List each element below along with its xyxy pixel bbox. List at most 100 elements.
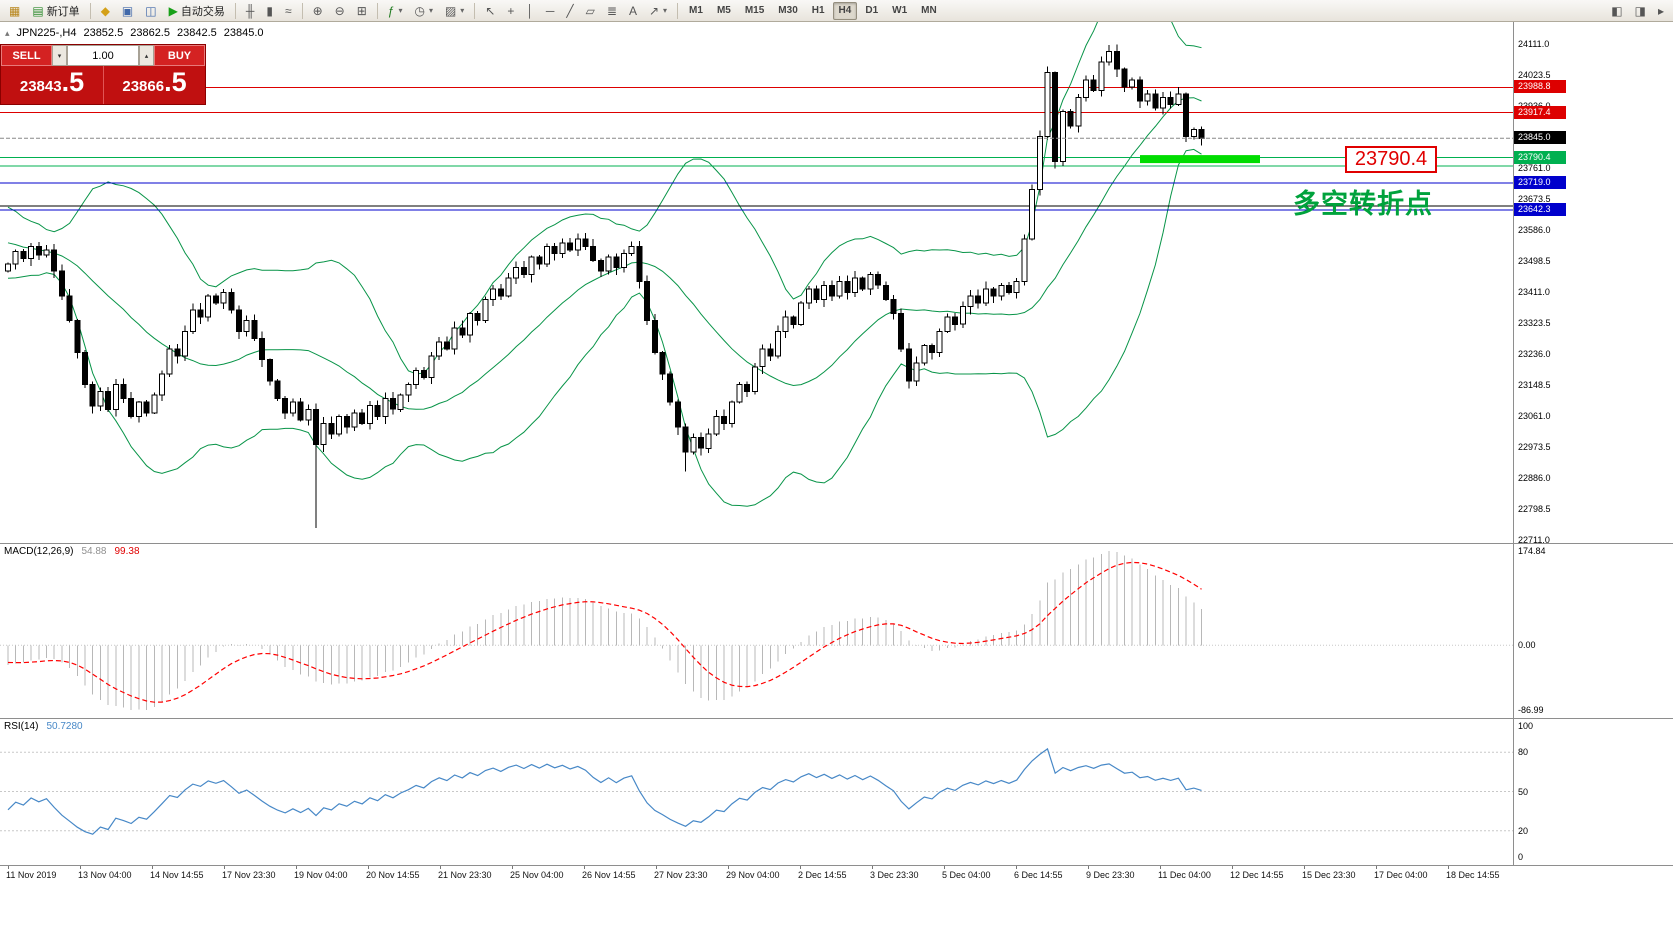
channel-tool-button[interactable]: ▱ (581, 2, 600, 20)
indicators-button[interactable]: ƒ ▾ (383, 2, 408, 20)
volume-input[interactable] (67, 45, 139, 66)
toolbar: ▦ ▤ 新订单 ◆ ▣ ◫ ▶ 自动交易 ╫ ▮ ≈ ⊕ ⊖ ⊞ ƒ ▾ ◷ ▾ ▨ ▾ ↖ + │ ─ ╱ ▱ ≣ A ↗ ▾ M1 M5… (0, 0, 1673, 22)
ohlc-open: 23852.5 (83, 27, 124, 39)
toolbar-separator (234, 2, 236, 19)
dock-right-icon[interactable]: ◨ (1630, 2, 1651, 20)
sell-price-display[interactable]: 23843.5 (1, 66, 103, 104)
timeframe-toolbar: M1 M5 M15 M30 H1 H4 D1 W1 MN (682, 0, 1605, 21)
timeframe-m5-button[interactable]: M5 (716, 5, 731, 16)
toolbar-separator (474, 2, 476, 19)
buy-price-display[interactable]: 23866.5 (103, 66, 205, 104)
rsi-axis-label: 0 (1518, 852, 1524, 862)
dock-left-icon-glyph: ◧ (1611, 3, 1623, 18)
time-axis-tick (872, 865, 873, 869)
zoom-in-button[interactable]: ⊕ (308, 2, 328, 20)
macd-signal-value: 99.38 (114, 546, 140, 557)
horizontal-line-tool-button[interactable]: ─ (541, 2, 560, 20)
time-axis-label: 21 Nov 23:30 (438, 870, 492, 880)
timeframe-h4-button[interactable]: H4 (832, 1, 858, 20)
text-tool-button[interactable]: A (624, 2, 642, 20)
bar-chart-type-button[interactable]: ╫ (241, 2, 260, 20)
timeframe-m30-button[interactable]: M30 (778, 5, 798, 16)
arrows-tool-button[interactable]: ↗ ▾ (644, 2, 672, 20)
indicators-button-glyph: ƒ (387, 3, 395, 18)
price-tag: 23845.0 (1514, 131, 1566, 144)
navigator-icon[interactable]: ◫ (140, 2, 161, 20)
autotrading-button[interactable]: ▶ 自动交易 (164, 2, 230, 20)
periods-button[interactable]: ◷ ▾ (409, 2, 438, 20)
price-annotation-box[interactable]: 23790.4 (1345, 146, 1437, 173)
support-zone-highlight[interactable] (1140, 155, 1260, 164)
menu-more-icon[interactable]: ▸ (1653, 2, 1669, 20)
rsi-indicator-plot[interactable] (0, 718, 1513, 865)
line-chart-type-button[interactable]: ≈ (280, 2, 297, 20)
crosshair-tool-button[interactable]: + (502, 2, 519, 20)
trendline-tool-button-glyph: ╱ (566, 3, 574, 18)
price-axis-label: 23148.5 (1518, 380, 1551, 390)
market-watch-icon[interactable]: ◆ (96, 2, 115, 20)
vertical-line-tool-button[interactable]: │ (521, 2, 539, 20)
new-order-button[interactable]: ▤ 新订单 (27, 2, 84, 20)
time-axis-label: 14 Nov 14:55 (150, 870, 204, 880)
price-axis-label: 24111.0 (1518, 39, 1550, 49)
sell-button[interactable]: SELL (1, 45, 52, 66)
timeframe-m15-button[interactable]: M15 (744, 5, 765, 16)
rsi-header: RSI(14) 50.7280 (4, 721, 83, 732)
price-tag: 23790.4 (1514, 151, 1566, 164)
main-chart-plot[interactable] (0, 22, 1513, 543)
toolbar-separator (376, 2, 378, 19)
macd-panel-separator[interactable] (0, 543, 1673, 544)
sell-price-fraction: .5 (61, 67, 85, 97)
chart-window-icon[interactable]: ▦ (4, 2, 25, 20)
buy-button[interactable]: BUY (154, 45, 205, 66)
market-watch-icon-glyph: ◆ (100, 3, 110, 18)
trendline-tool-button[interactable]: ╱ (561, 2, 578, 20)
horizontal-lines-layer (0, 86, 1513, 211)
price-axis-label: 24023.5 (1518, 70, 1551, 80)
time-axis-tick (80, 865, 81, 869)
price-axis-label: 22886.0 (1518, 473, 1551, 483)
time-axis-label: 18 Dec 14:55 (1446, 870, 1500, 880)
macd-axis-zero-label: 0.00 (1518, 640, 1536, 650)
time-axis-tick (1448, 865, 1449, 869)
data-window-icon[interactable]: ▣ (117, 2, 138, 20)
templates-button-glyph: ▨ (444, 3, 457, 18)
timeframe-mn-button[interactable]: MN (921, 5, 937, 16)
volume-increase-button[interactable]: ▴ (139, 45, 154, 66)
time-axis-tick (1088, 865, 1089, 869)
time-axis-label: 9 Dec 23:30 (1086, 870, 1135, 880)
time-axis-label: 27 Nov 23:30 (654, 870, 708, 880)
timeframe-h1-button[interactable]: H1 (811, 5, 825, 16)
timeframe-w1-button[interactable]: W1 (892, 5, 908, 16)
time-axis[interactable]: 11 Nov 2019 13 Nov 04:00 14 Nov 14:55 17 No… (0, 865, 1673, 946)
timeframe-d1-button[interactable]: D1 (865, 5, 879, 16)
dock-left-icon[interactable]: ◧ (1606, 2, 1627, 20)
price-tag: 23988.8 (1514, 80, 1566, 93)
time-axis-tick (296, 865, 297, 869)
toolbar-separator (89, 2, 91, 19)
rsi-value: 50.7280 (46, 721, 83, 732)
caret-up-icon: ▴ (144, 52, 149, 60)
fibonacci-tool-button-glyph: ≣ (606, 3, 617, 18)
time-axis-tick (800, 865, 801, 869)
vertical-line-tool-button-glyph: │ (526, 3, 534, 18)
zoom-out-button[interactable]: ⊖ (330, 2, 350, 20)
chart-ohlc-header: ▴ JPN225-,H4 23852.5 23862.5 23842.5 238… (5, 27, 264, 39)
price-tag: 23719.0 (1514, 176, 1566, 189)
turning-point-annotation[interactable]: 多空转折点 (1293, 189, 1433, 219)
cursor-tool-button[interactable]: ↖ (480, 2, 500, 20)
autotrading-button-glyph: ▶ (168, 3, 178, 18)
templates-button[interactable]: ▨ ▾ (440, 2, 469, 20)
caret-down-icon: ▾ (428, 6, 433, 15)
rsi-panel-separator[interactable] (0, 718, 1673, 719)
timeframe-m1-button[interactable]: M1 (689, 5, 703, 16)
time-axis-label: 13 Nov 04:00 (78, 870, 132, 880)
candlestick-type-button[interactable]: ▮ (261, 2, 278, 20)
volume-decrease-button[interactable]: ▾ (52, 45, 67, 66)
chart-symbol-timeframe: JPN225-,H4 (16, 27, 77, 39)
tile-windows-button[interactable]: ⊞ (352, 2, 372, 20)
macd-indicator-plot[interactable] (0, 543, 1513, 718)
time-axis-label: 11 Dec 04:00 (1158, 870, 1211, 880)
rsi-title: RSI(14) (4, 721, 39, 732)
fibonacci-tool-button[interactable]: ≣ (602, 2, 622, 20)
